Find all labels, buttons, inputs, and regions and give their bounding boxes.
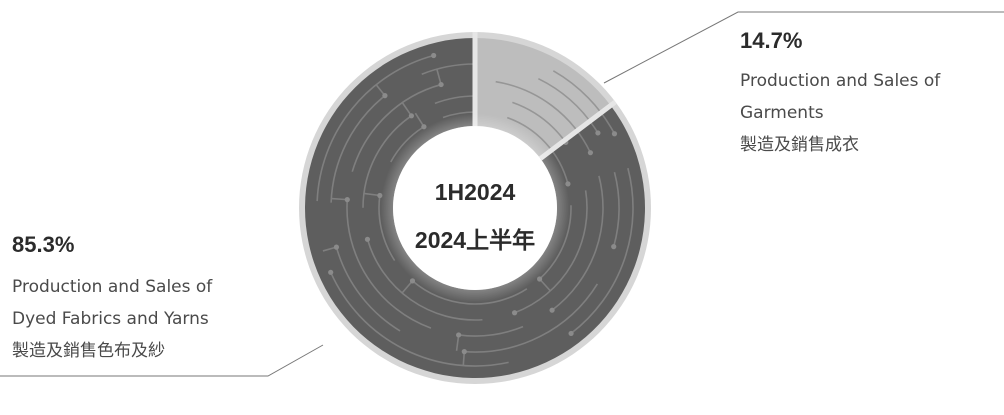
circuit-track	[551, 175, 604, 311]
circuit-node	[456, 332, 462, 338]
circuit-track	[316, 54, 434, 202]
circuit-node	[587, 150, 594, 156]
circuit-node	[568, 330, 574, 337]
leader-line-dyed-fabrics	[0, 344, 324, 377]
circuit-track	[351, 83, 442, 172]
circuit-track	[330, 95, 386, 203]
circuit-stub	[331, 197, 348, 201]
center-label-line-2: 2024上半年	[415, 227, 535, 253]
circuit-track	[335, 246, 401, 332]
circuit-track	[538, 77, 599, 134]
circuit-node	[344, 197, 350, 203]
dyed-fabrics-label-line-3: 製造及銷售色布及紗	[12, 341, 165, 361]
slice-dyed-fabrics	[305, 38, 645, 378]
dyed-fabrics-percentage-label: 85.3%	[12, 232, 74, 257]
garments-label-line-1: Production and Sales of	[740, 71, 941, 91]
circuit-node	[382, 93, 388, 99]
circuit-node	[595, 130, 601, 136]
circuit-node	[611, 244, 617, 250]
garments-label-line-2: Garments	[740, 103, 824, 123]
circuit-node	[549, 307, 555, 313]
circuit-node	[611, 131, 618, 137]
circuit-track	[458, 325, 524, 337]
dyed-fabrics-label-line-2: Dyed Fabrics and Yarns	[12, 309, 209, 329]
dyed-fabrics-label-line-1: Production and Sales of	[12, 277, 213, 297]
circuit-node	[333, 244, 340, 250]
circuit-node	[438, 81, 444, 88]
circuit-track	[495, 80, 592, 154]
circuit-track	[464, 283, 599, 353]
circuit-node	[328, 269, 334, 275]
circuit-track	[329, 272, 509, 367]
garments-percentage-label: 14.7%	[740, 28, 802, 53]
annotation-garments: 14.7% Production and Sales of Garments 製…	[740, 28, 941, 155]
circuit-track	[570, 167, 634, 335]
circuit-stub	[455, 334, 460, 351]
donut-hole	[393, 126, 557, 290]
leader-line-garments	[603, 11, 1004, 84]
circuit-stub	[436, 68, 442, 85]
circuit-track	[552, 70, 616, 135]
circuit-track	[612, 171, 620, 247]
center-label-line-1: 1H2024	[435, 179, 516, 205]
annotation-dyed-fabrics: 85.3% Production and Sales of Dyed Fabri…	[12, 232, 213, 361]
circuit-track	[346, 199, 432, 329]
circuit-node	[431, 52, 437, 59]
circuit-node	[461, 349, 467, 355]
circuit-track	[421, 63, 476, 75]
garments-label-line-3: 製造及銷售成衣	[740, 135, 859, 155]
